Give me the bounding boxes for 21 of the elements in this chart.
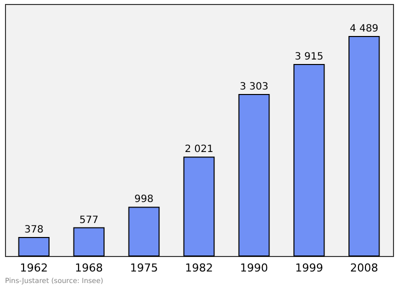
x-tick-label: 1982 [185,262,213,274]
bar [238,94,270,256]
bar [348,36,380,256]
x-tick-label: 1968 [74,262,103,274]
bar [128,206,160,256]
data-label: 577 [79,214,98,226]
bar [18,237,50,256]
x-tick-label: 2008 [350,262,378,274]
x-tick-label: 1975 [130,262,158,274]
data-label: 2 021 [184,144,214,156]
data-label: 998 [134,194,154,206]
x-tick-label: 1990 [240,262,268,274]
bar [183,156,215,256]
x-tick-label: 1962 [20,262,48,274]
x-tick-label: 1999 [295,262,324,274]
bar [73,227,105,256]
data-label: 4 489 [350,23,378,34]
data-label: 3 303 [240,81,268,92]
bar [293,64,325,256]
data-label: 378 [24,224,44,236]
data-label: 3 915 [294,52,324,63]
